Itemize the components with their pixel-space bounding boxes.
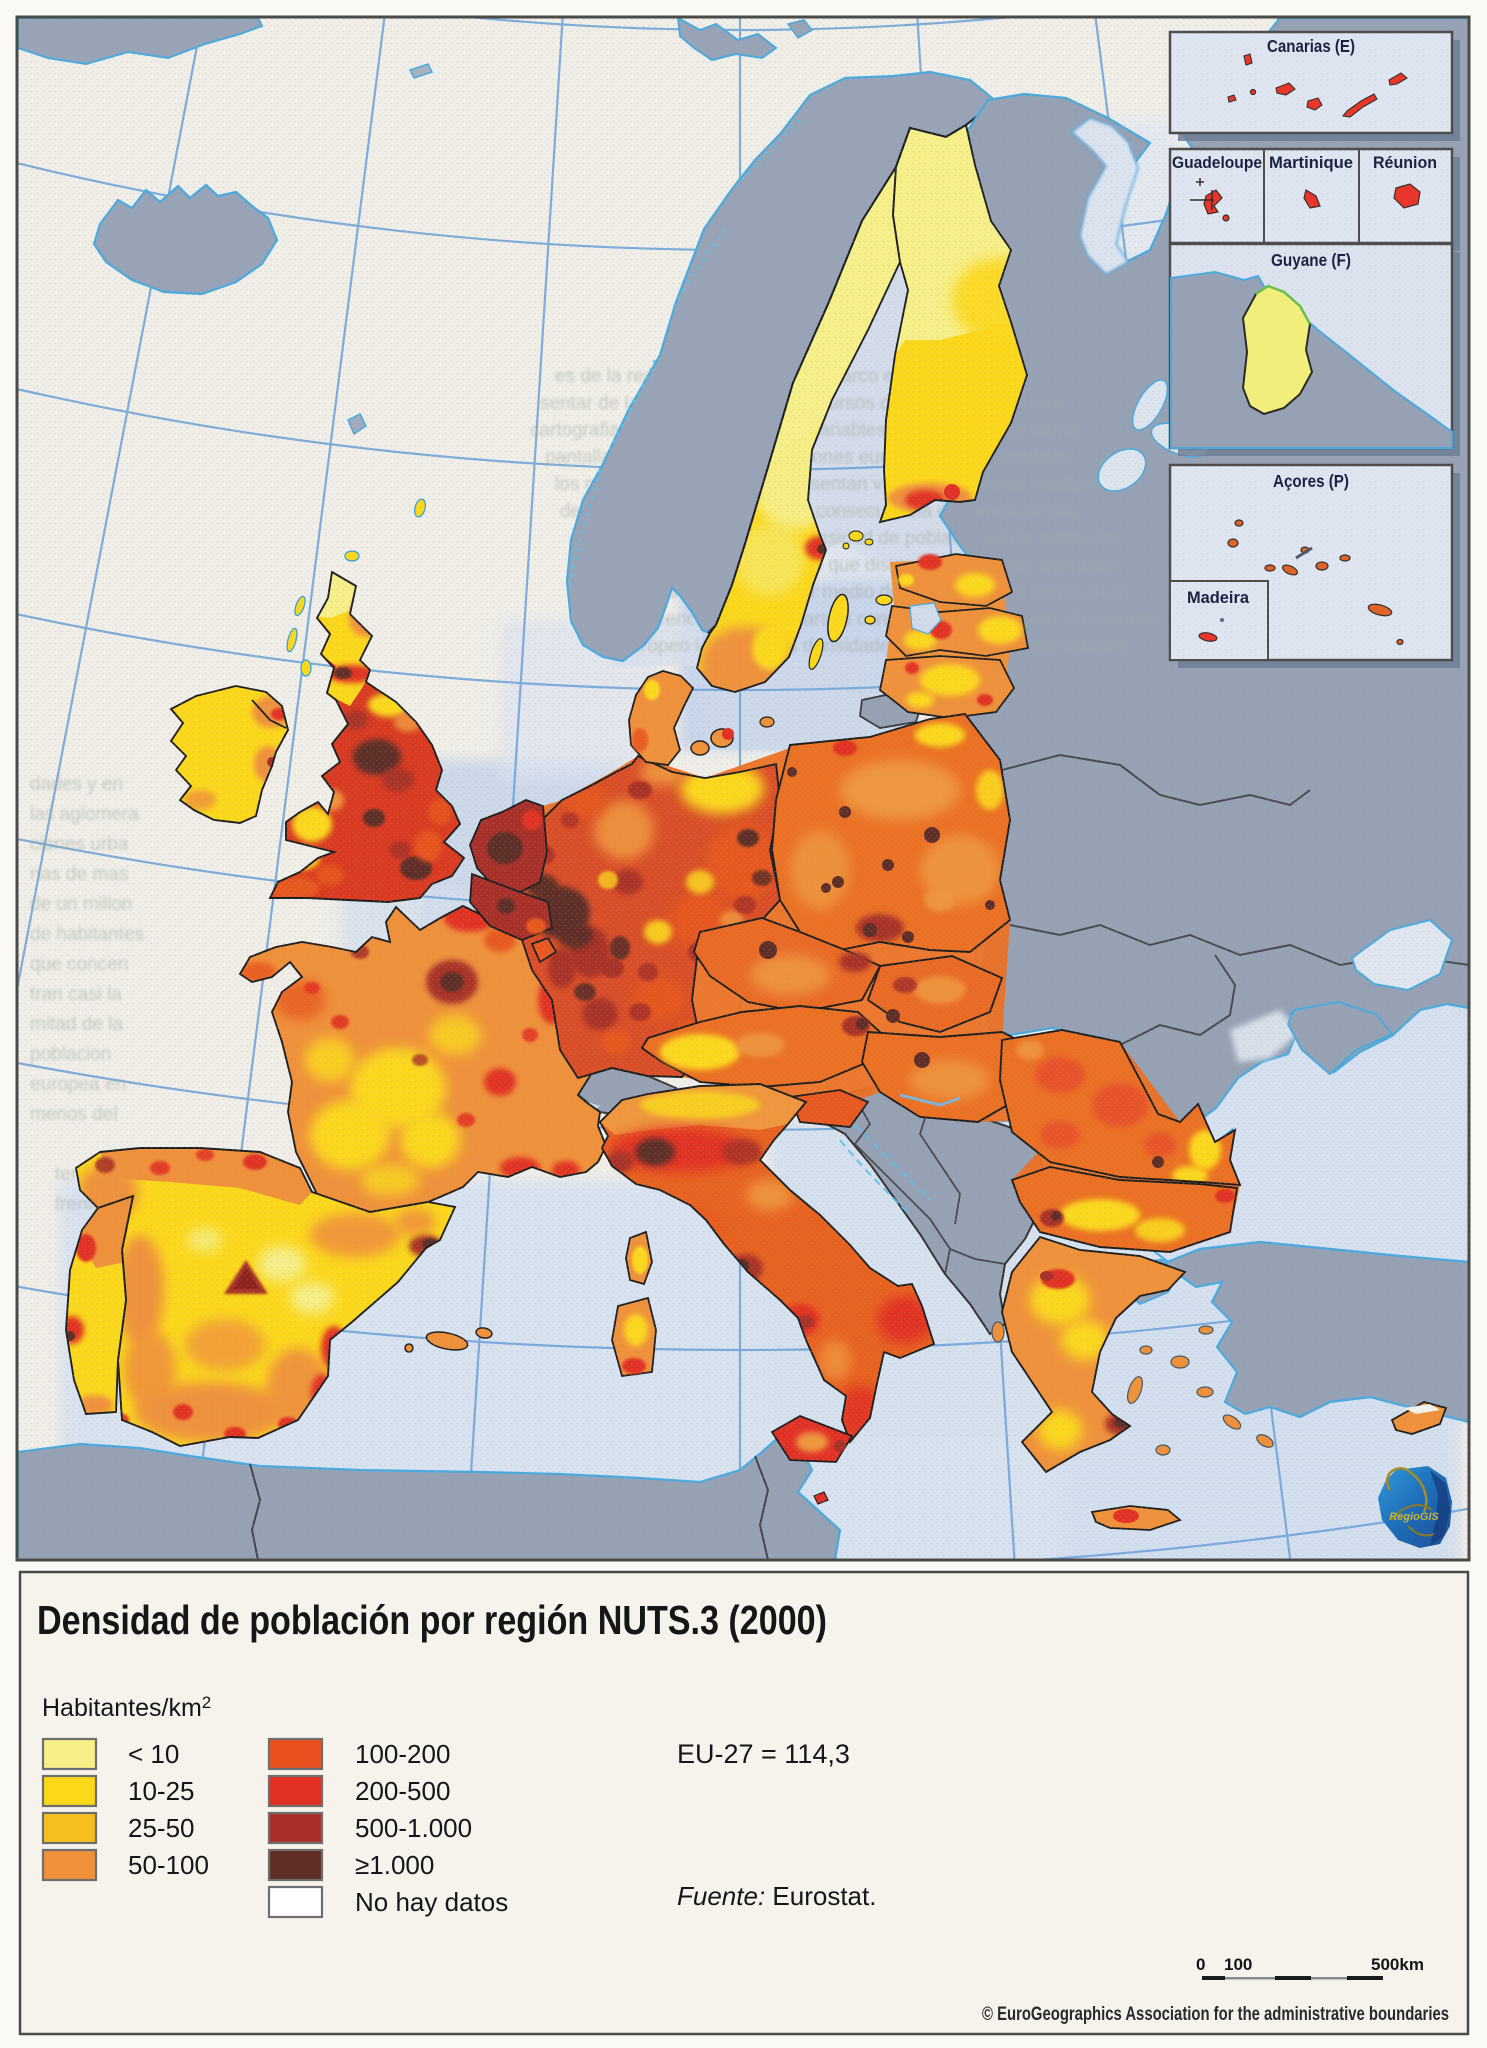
svg-text:100-200: 100-200 [355, 1739, 450, 1769]
svg-text:≥1.000: ≥1.000 [355, 1850, 434, 1880]
svg-text:10-25: 10-25 [128, 1776, 195, 1806]
svg-text:Canarias (E): Canarias (E) [1267, 36, 1355, 56]
svg-text:EU-27 = 114,3: EU-27 = 114,3 [677, 1739, 850, 1769]
svg-text:Guadeloupe: Guadeloupe [1172, 154, 1262, 172]
svg-text:500-1.000: 500-1.000 [355, 1813, 472, 1843]
svg-text:No hay datos: No hay datos [355, 1887, 508, 1917]
svg-text:Densidad de población por regi: Densidad de población por región NUTS.3 … [37, 1597, 827, 1643]
svg-text:500km: 500km [1371, 1955, 1424, 1974]
svg-text:Habitantes/km2: Habitantes/km2 [42, 1693, 211, 1722]
svg-text:< 10: < 10 [128, 1739, 179, 1769]
svg-text:200-500: 200-500 [355, 1776, 450, 1806]
svg-text:25-50: 25-50 [128, 1813, 195, 1843]
svg-text:RegioGIS: RegioGIS [1389, 1511, 1439, 1523]
svg-text:Madeira: Madeira [1187, 589, 1250, 607]
svg-text:50-100: 50-100 [128, 1850, 209, 1880]
svg-text:Açores (P): Açores (P) [1273, 471, 1349, 491]
svg-text:© EuroGeographics Association: © EuroGeographics Association for the ad… [982, 2003, 1449, 2025]
svg-text:Guyane (F): Guyane (F) [1271, 250, 1351, 270]
svg-text:Réunion: Réunion [1373, 154, 1437, 172]
svg-text:Fuente: Eurostat.: Fuente: Eurostat. [677, 1881, 876, 1911]
svg-text:Martinique: Martinique [1269, 154, 1353, 172]
svg-text:100: 100 [1224, 1955, 1252, 1974]
svg-text:0: 0 [1196, 1955, 1205, 1974]
